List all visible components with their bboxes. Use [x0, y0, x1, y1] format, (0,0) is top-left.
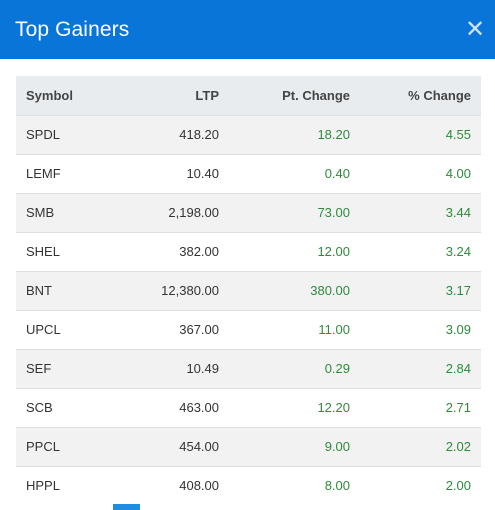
- cell-ltp: 418.20: [179, 127, 219, 142]
- modal-title: Top Gainers: [15, 17, 130, 41]
- cell-symbol: SCB: [26, 400, 53, 415]
- cell-pct-change: 4.00: [445, 166, 471, 181]
- cell-pt-change: 73.00: [317, 205, 350, 220]
- cell-pt-change: 11.00: [318, 322, 350, 337]
- cell-ltp: 367.00: [179, 322, 219, 337]
- cell-symbol: SEF: [26, 361, 52, 376]
- cell-ltp: 12,380.00: [161, 283, 219, 298]
- cell-pt-change: 8.00: [324, 478, 350, 494]
- top-gainers-table-container: Symbol LTP Pt. Change % Change SPDL 418.…: [16, 76, 481, 505]
- cell-pt-change: 12.20: [317, 400, 350, 415]
- table-header-row: Symbol LTP Pt. Change % Change: [16, 76, 481, 115]
- cell-symbol: HPPL: [26, 478, 60, 494]
- column-header-pt-change[interactable]: Pt. Change: [282, 87, 350, 103]
- cell-pt-change: 380.00: [310, 283, 350, 298]
- table-row[interactable]: SEF 10.49 0.29 2.84: [16, 349, 481, 388]
- column-header-symbol[interactable]: Symbol: [26, 87, 73, 103]
- table-row[interactable]: HPPL 408.00 8.00 2.00: [16, 466, 481, 505]
- cell-pct-change: 4.55: [445, 127, 471, 142]
- table-row[interactable]: PPCL 454.00 9.00 2.02: [16, 427, 481, 466]
- cell-pct-change: 3.17: [445, 283, 471, 298]
- modal-header: Top Gainers ✕: [0, 0, 495, 59]
- table-row[interactable]: UPCL 367.00 11.00 3.09: [16, 310, 481, 349]
- cell-symbol: SPDL: [26, 127, 60, 142]
- cell-symbol: SMB: [26, 205, 55, 220]
- table-row[interactable]: SPDL 418.20 18.20 4.55: [16, 115, 481, 154]
- cell-pct-change: 3.44: [445, 205, 471, 220]
- table-row[interactable]: BNT 12,380.00 380.00 3.17: [16, 271, 481, 310]
- table-row[interactable]: LEMF 10.40 0.40 4.00: [16, 154, 481, 193]
- cell-symbol: UPCL: [26, 322, 61, 337]
- cell-ltp: 408.00: [179, 478, 219, 494]
- cell-pt-change: 9.00: [324, 439, 350, 454]
- cell-pt-change: 12.00: [317, 244, 350, 259]
- cell-ltp: 382.00: [179, 244, 219, 259]
- cell-ltp: 10.49: [186, 361, 219, 376]
- cell-pct-change: 2.71: [445, 400, 471, 415]
- cell-pt-change: 0.40: [324, 166, 350, 181]
- cell-pt-change: 0.29: [324, 361, 350, 376]
- cell-pt-change: 18.20: [317, 127, 350, 142]
- table-row[interactable]: SCB 463.00 12.20 2.71: [16, 388, 481, 427]
- table-row[interactable]: SHEL 382.00 12.00 3.24: [16, 232, 481, 271]
- cell-ltp: 463.00: [179, 400, 219, 415]
- column-header-pct-change[interactable]: % Change: [408, 87, 471, 103]
- cell-pct-change: 2.84: [445, 361, 471, 376]
- top-gainers-table: Symbol LTP Pt. Change % Change SPDL 418.…: [16, 76, 481, 505]
- cell-symbol: LEMF: [26, 166, 61, 181]
- cell-pct-change: 2.00: [445, 478, 471, 494]
- column-header-ltp[interactable]: LTP: [195, 87, 219, 103]
- cell-symbol: PPCL: [26, 439, 60, 454]
- close-icon[interactable]: ✕: [465, 16, 486, 43]
- cell-pct-change: 2.02: [445, 439, 471, 454]
- cell-symbol: SHEL: [26, 244, 60, 259]
- pagination-indicator[interactable]: [113, 504, 140, 510]
- cell-ltp: 454.00: [179, 439, 219, 454]
- cell-symbol: BNT: [26, 283, 52, 298]
- cell-ltp: 10.40: [186, 166, 219, 181]
- cell-pct-change: 3.09: [445, 322, 471, 337]
- cell-pct-change: 3.24: [445, 244, 471, 259]
- table-row[interactable]: SMB 2,198.00 73.00 3.44: [16, 193, 481, 232]
- cell-ltp: 2,198.00: [168, 205, 219, 220]
